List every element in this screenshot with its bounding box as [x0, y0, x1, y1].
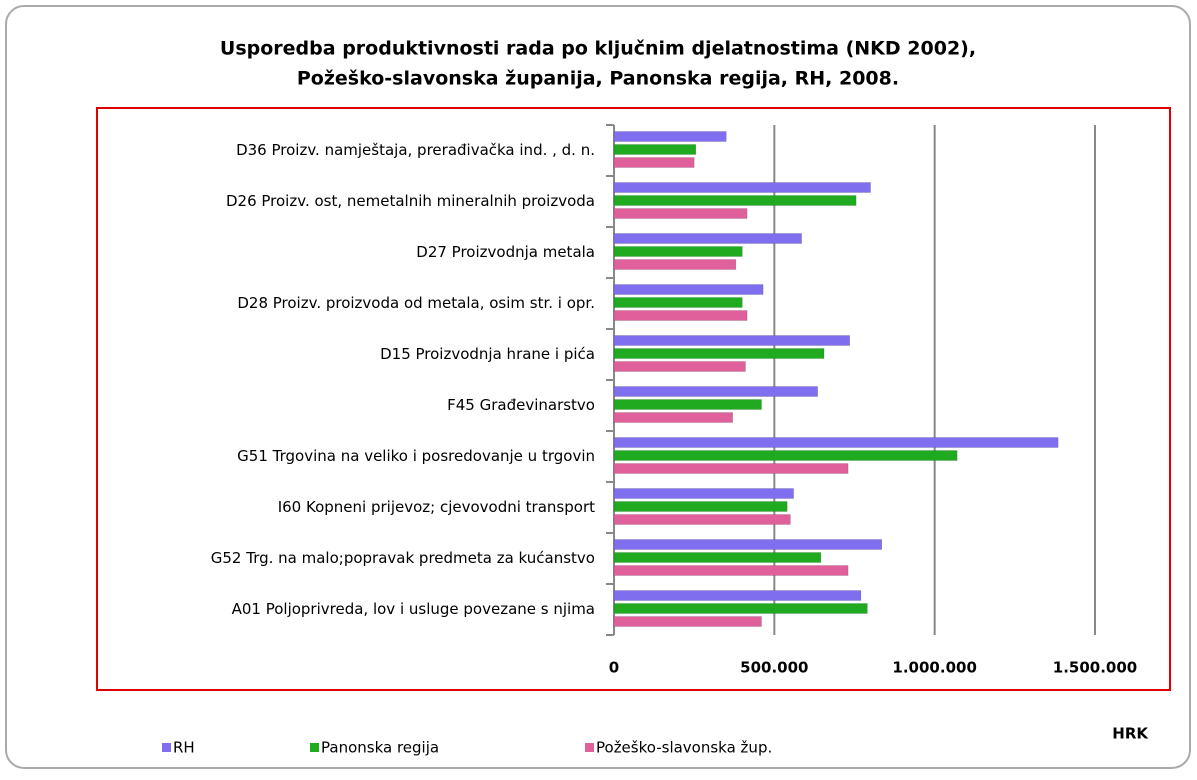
- bar: [613, 361, 746, 372]
- bar: [613, 157, 695, 168]
- bar: [613, 348, 825, 359]
- chart-frame: [5, 5, 1191, 769]
- x-axis-label: HRK: [1112, 725, 1149, 743]
- bar: [613, 463, 849, 474]
- bar: [613, 195, 857, 206]
- x-tick-label: 1.000.000: [892, 659, 976, 677]
- legend-label: Panonska regija: [321, 739, 439, 757]
- bar: [613, 131, 727, 142]
- bar: [613, 565, 849, 576]
- bar: [613, 488, 794, 499]
- legend-swatch: [162, 743, 171, 752]
- x-tick-label: 1.500.000: [1053, 659, 1137, 677]
- bar: [613, 552, 822, 563]
- bar: [613, 450, 958, 461]
- bar: [613, 246, 743, 257]
- legend-swatch: [585, 743, 594, 752]
- y-tick-label: I60 Kopneni prijevoz; cjevovodni transpo…: [278, 498, 595, 516]
- bar: [613, 335, 850, 346]
- y-tick-label: G52 Trg. na malo;popravak predmeta za ku…: [211, 549, 595, 567]
- y-tick-label: F45 Građevinarstvo: [447, 396, 595, 414]
- bar: [613, 310, 748, 321]
- x-tick-label: 0: [609, 659, 619, 677]
- bar: [613, 437, 1059, 448]
- bar: [613, 514, 791, 525]
- y-tick-label: D15 Proizvodnja hrane i pića: [380, 345, 595, 363]
- bar: [613, 208, 748, 219]
- y-tick-label: A01 Poljoprivreda, lov i usluge povezane…: [232, 600, 595, 618]
- bar: [613, 501, 788, 512]
- chart-title: Požeško-slavonska županija, Panonska reg…: [297, 68, 899, 90]
- bar: [613, 297, 743, 308]
- y-tick-label: D36 Proizv. namještaja, prerađivačka ind…: [236, 141, 595, 159]
- bar: [613, 412, 733, 423]
- y-tick-label: G51 Trgovina na veliko i posredovanje u …: [237, 447, 595, 465]
- bar: [613, 233, 802, 244]
- y-tick-label: D27 Proizvodnja metala: [416, 243, 595, 261]
- bar: [613, 284, 764, 295]
- bar: [613, 144, 697, 155]
- chart-title: Usporedba produktivnosti rada po ključni…: [220, 38, 976, 60]
- bar: [613, 386, 818, 397]
- x-tick-label: 500.000: [740, 659, 808, 677]
- bar: [613, 539, 883, 550]
- y-tick-label: D28 Proizv. proizvoda od metala, osim st…: [237, 294, 595, 312]
- legend-swatch: [310, 743, 319, 752]
- bar: [613, 603, 868, 614]
- legend-label: Požeško-slavonska žup.: [596, 739, 772, 757]
- bar: [613, 182, 871, 193]
- y-tick-label: D26 Proizv. ost, nemetalnih mineralnih p…: [226, 192, 595, 210]
- bar: [613, 259, 737, 270]
- bar: [613, 399, 762, 410]
- legend-label: RH: [173, 739, 195, 757]
- bar: [613, 616, 762, 627]
- plot-frame: [96, 107, 1171, 691]
- bar: [613, 590, 862, 601]
